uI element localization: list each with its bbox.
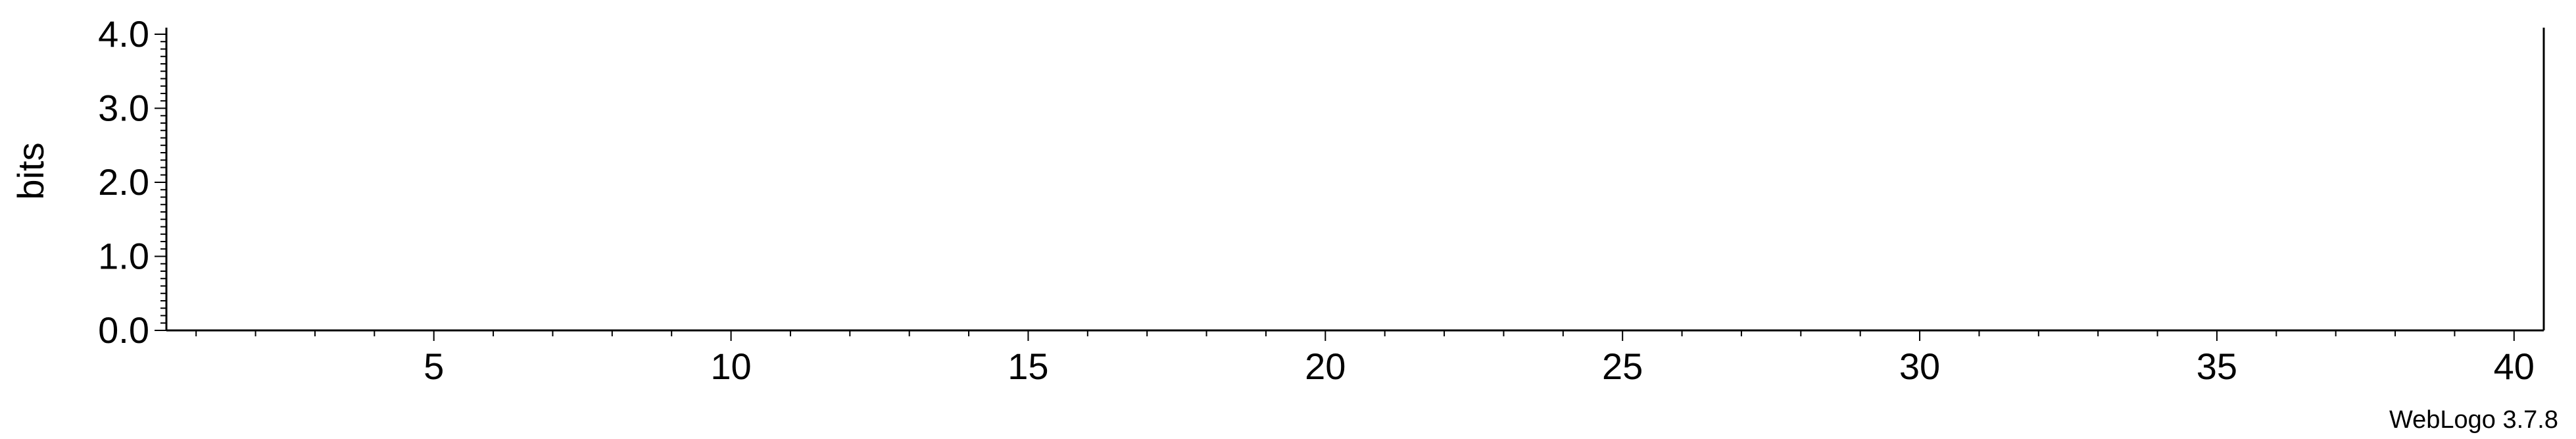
y-axis-label: bits <box>10 142 51 199</box>
y-axis: 0.0 1.0 2.0 3.0 4.0 <box>98 13 168 351</box>
y-tick-label: 1.0 <box>98 236 149 277</box>
x-tick-label: 40 <box>2494 346 2535 387</box>
x-tick-label: 30 <box>1899 346 1940 387</box>
weblogo-credit: WebLogo 3.7.8 <box>2389 406 2558 434</box>
x-tick-label: 20 <box>1305 346 1346 387</box>
y-tick-label: 2.0 <box>98 161 149 203</box>
y-tick-label: 3.0 <box>98 88 149 129</box>
x-tick-label: 15 <box>1008 346 1048 387</box>
x-tick-label: 35 <box>2197 346 2237 387</box>
y-tick-label: 4.0 <box>98 13 149 55</box>
x-tick-label: 10 <box>710 346 751 387</box>
x-tick-label: 25 <box>1602 346 1643 387</box>
x-tick-label: 5 <box>424 346 444 387</box>
y-tick-label: 0.0 <box>98 309 149 351</box>
x-axis: 5 10 15 20 25 30 35 40 <box>166 28 2545 387</box>
